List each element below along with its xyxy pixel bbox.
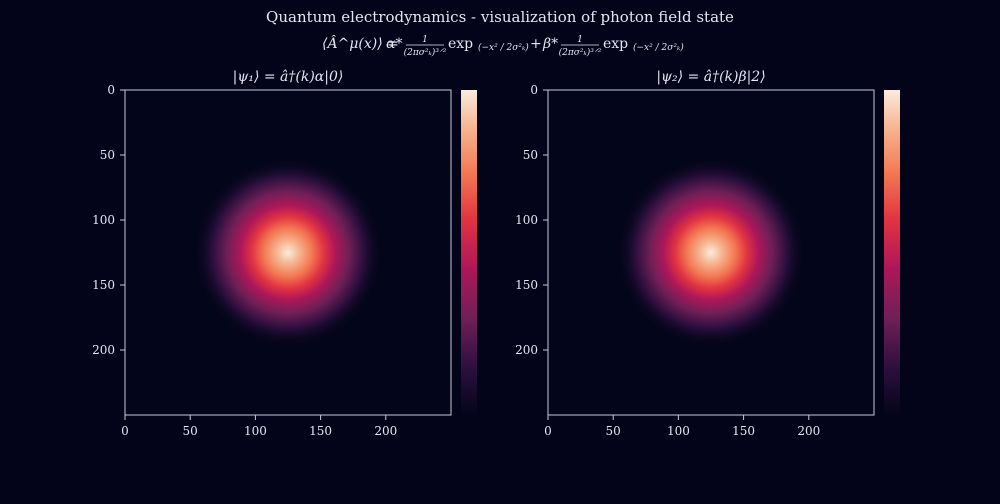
figure-title: Quantum electrodynamics - visualization … [266, 8, 734, 26]
formula-exp-arg-2: (−x² / 2σ²ₖ) [633, 42, 684, 53]
formula-frac-num-2: 1 [577, 35, 583, 45]
y-tick-label: 150 [515, 278, 538, 292]
x-tick-label: 100 [244, 424, 267, 438]
axes-frame [547, 89, 875, 416]
x-tick-label: 150 [309, 424, 332, 438]
formula-lhs: ⟨Â^μ(x)⟩ = [322, 34, 399, 52]
x-tick-label: 100 [667, 424, 690, 438]
y-tick-label: 50 [523, 148, 538, 162]
x-tick-label: 150 [732, 424, 755, 438]
colorbar [884, 90, 900, 415]
y-tick-label: 50 [100, 148, 115, 162]
formula-alpha: α* [386, 36, 402, 52]
formula-exp-arg-1: (−x² / 2σ²ₖ) [478, 42, 529, 53]
y-tick-label: 200 [515, 343, 538, 357]
x-tick-label: 50 [183, 424, 198, 438]
formula-frac-den-1: (2πσ²ₖ)³ᐟ² [404, 47, 447, 58]
y-tick-label: 200 [92, 343, 115, 357]
formula-beta: β* [542, 36, 558, 52]
y-tick-label: 100 [515, 213, 538, 227]
formula: ⟨Â^μ(x)⟩ = α* 1 (2πσ²ₖ)³ᐟ² exp (−x² / 2σ… [322, 34, 684, 58]
formula-exp-2: exp [603, 36, 628, 52]
y-tick-label: 100 [92, 213, 115, 227]
y-tick-label: 0 [107, 83, 115, 97]
panel-title: |ψ₂⟩ = â†(k)β|2⟩ [656, 69, 765, 85]
y-tick-label: 150 [92, 278, 115, 292]
y-tick-label: 0 [530, 83, 538, 97]
colorbar [461, 90, 477, 415]
x-tick-label: 200 [374, 424, 397, 438]
formula-plus: + [530, 36, 542, 52]
x-tick-label: 0 [544, 424, 552, 438]
x-tick-label: 200 [797, 424, 820, 438]
heatmap-panel-2: |ψ₂⟩ = â†(k)β|2⟩ 0 50 100 150 200 0 50 100 150 200 [515, 69, 900, 438]
formula-exp-1: exp [448, 36, 473, 52]
x-tick-label: 0 [121, 424, 129, 438]
formula-frac-num-1: 1 [422, 35, 428, 45]
heatmap-panel-1: |ψ₁⟩ = â†(k)α|0⟩ 0 50 100 150 200 0 50 100 150 200 [92, 69, 477, 438]
x-tick-label: 50 [606, 424, 621, 438]
axes-frame [124, 89, 452, 416]
panels: |ψ₁⟩ = â†(k)α|0⟩ 0 50 100 150 200 0 50 100 150 200… [92, 69, 900, 438]
panel-title: |ψ₁⟩ = â†(k)α|0⟩ [233, 69, 344, 85]
heatmap-gaussian [193, 157, 383, 348]
formula-frac-den-2: (2πσ²ₖ)³ᐟ² [559, 47, 602, 58]
heatmap-gaussian [616, 157, 806, 348]
